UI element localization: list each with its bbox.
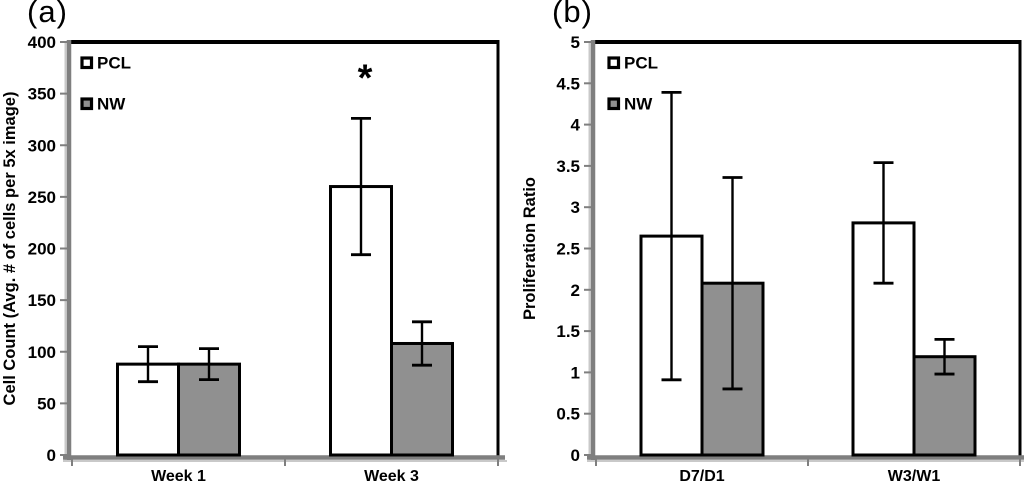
- x-category-label: Week 3: [364, 468, 419, 481]
- y-tick-label: 2: [571, 281, 580, 300]
- x-category-label: W3/W1: [888, 468, 941, 481]
- significance-asterisk: *: [358, 57, 373, 99]
- legend-label-nw: NW: [97, 95, 126, 114]
- legend-label-pcl: PCL: [97, 54, 131, 73]
- y-tick-label: 4: [571, 116, 581, 135]
- y-tick-label: 100: [28, 343, 56, 362]
- legend-marker-pcl: [80, 56, 94, 70]
- x-category-label: Week 1: [151, 468, 206, 481]
- legend-marker-nw: [80, 97, 94, 111]
- legend-label-nw: NW: [624, 95, 653, 114]
- y-axis-title: Proliferation Ratio: [521, 177, 539, 320]
- y-tick-label: 350: [28, 85, 56, 104]
- y-axis-title: Cell Count (Avg. # of cells per 5x image…: [1, 92, 19, 406]
- panel-b: 0 0.5 1 1.5 2 2.5 3 3.5 4 4.5 5 D7/D1 W3/W1 PCL NW Prol…: [512, 0, 1024, 485]
- legend-label-pcl: PCL: [624, 54, 658, 73]
- y-tick-label: 5: [571, 33, 580, 52]
- panel-a-label: (a): [27, 0, 68, 29]
- y-tick-label: 50: [37, 394, 56, 413]
- legend-marker-nw: [607, 97, 621, 111]
- y-tick-label: 4.5: [556, 74, 580, 93]
- y-tick-label: 250: [28, 188, 56, 207]
- x-category-label: D7/D1: [679, 468, 724, 481]
- y-tick-label: 200: [28, 240, 56, 259]
- y-tick-label: 3.5: [556, 157, 580, 176]
- y-tick-label: 150: [28, 291, 56, 310]
- y-tick-label: 0.5: [556, 405, 580, 424]
- y-tick-label: 1.5: [556, 322, 580, 341]
- y-tick-label: 2.5: [556, 240, 580, 259]
- y-tick-label: 3: [571, 198, 580, 217]
- y-tick-label: 1: [571, 363, 580, 382]
- y-tick-label: 400: [28, 33, 56, 52]
- panel-b-label: (b): [552, 0, 593, 29]
- panel-b-chart: 0 0.5 1 1.5 2 2.5 3 3.5 4 4.5 5 D7/D1 W3/W1 PCL NW Prol…: [521, 33, 1024, 485]
- y-tick-label: 0: [47, 446, 56, 465]
- y-tick-label: 0: [571, 446, 580, 465]
- panel-a: (a) 0 50 100 150 200 250 300 350 400 Week 1 Week 3…: [0, 0, 512, 485]
- legend-marker-pcl: [607, 56, 621, 70]
- panel-a-chart: 0 50 100 150 200 250 300 350 400 Week 1 Week 3 * PCL…: [1, 33, 507, 485]
- y-tick-label: 300: [28, 136, 56, 155]
